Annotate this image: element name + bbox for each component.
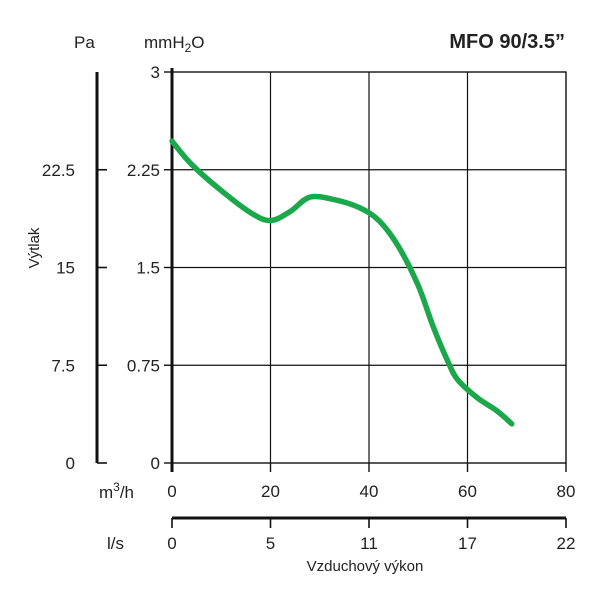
ls-tick-label: 0 (167, 534, 176, 553)
pa-tick-label: 7.5 (51, 356, 75, 375)
pa-tick-label: 22.5 (42, 161, 75, 180)
mmh2o-unit-label: mmH2O (144, 33, 205, 55)
m3h-unit-tail: /h (120, 483, 134, 502)
ls-tick-label: 17 (458, 534, 477, 553)
ls-tick-label: 5 (266, 534, 275, 553)
mmh2o-unit-main: mmH (144, 33, 185, 52)
pa-tick-label: 0 (66, 454, 75, 473)
y-axis-title: Výtlak (26, 227, 43, 268)
series-group (169, 138, 515, 427)
grid (171, 71, 567, 464)
pa-unit-label: Pa (74, 33, 95, 52)
ls-axis (171, 516, 567, 528)
axes (164, 68, 567, 472)
mmh2o-unit-tail: O (191, 33, 204, 52)
pa-tick-label: 15 (56, 259, 75, 278)
m3h-unit-label: m3/h (99, 480, 134, 502)
x-tick-label: 0 (167, 482, 176, 501)
pa-axis (95, 72, 107, 464)
y-tick-label: 3 (151, 63, 160, 82)
x-tick-label: 20 (261, 482, 280, 501)
x-tick-label: 80 (557, 482, 576, 501)
ls-tick-label: 22 (557, 534, 576, 553)
y-tick-label: 2.25 (127, 161, 160, 180)
tick-labels: 0 0.75 1.5 2.25 3 0 20 40 60 80 0 7.5 15 22.5 0 5 11 17 22 (42, 63, 576, 553)
ls-unit-label: l/s (107, 534, 124, 553)
series-line (169, 138, 515, 427)
ls-tick-label: 11 (360, 534, 378, 553)
m3h-unit-superscript: 3 (113, 480, 120, 494)
x-tick-label: 40 (360, 482, 379, 501)
chart-title: MFO 90/3.5” (449, 31, 565, 53)
y-tick-label: 1.5 (136, 259, 160, 278)
m3h-unit-main: m (99, 483, 113, 502)
x-axis-title: Vzduchový výkon (307, 558, 424, 575)
mmh2o-unit-subscript: 2 (185, 41, 192, 55)
y-tick-label: 0 (151, 454, 160, 473)
x-tick-label: 60 (458, 482, 477, 501)
y-tick-label: 0.75 (127, 356, 160, 375)
